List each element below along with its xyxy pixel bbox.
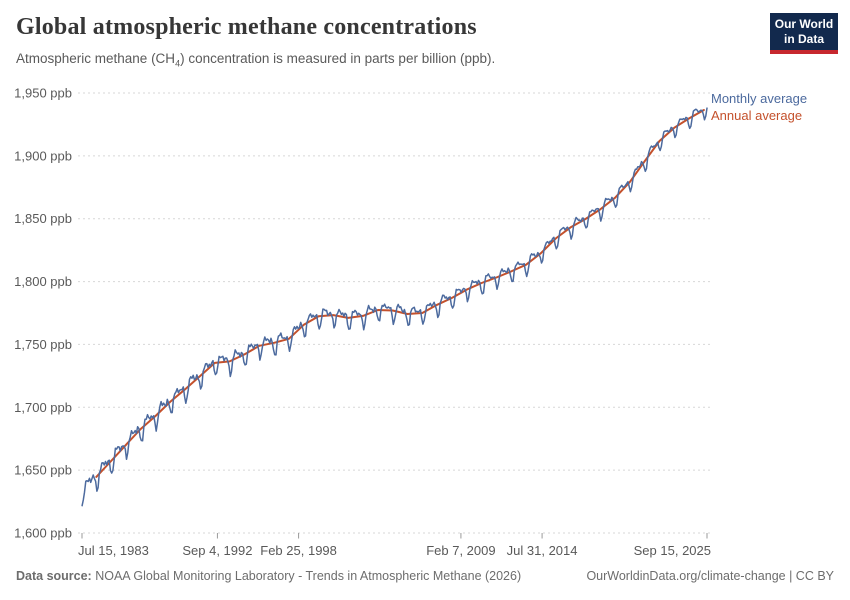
y-axis-tick-label: 1,700 ppb [14,400,72,415]
monthly-average-line [81,107,708,507]
x-axis-tick-label: Sep 15, 2025 [634,543,711,558]
legend-item-annual-average[interactable]: Annual average [711,108,803,123]
y-axis-tick-label: 1,950 ppb [14,86,72,101]
chart-subtitle: Atmospheric methane (CH4) concentration … [16,51,495,69]
page-title: Global atmospheric methane concentration… [16,14,477,40]
owid-license-link[interactable]: OurWorldinData.org/climate-change | CC B… [586,569,834,583]
subtitle-text-suffix: ) concentration is measured in parts per… [180,51,496,66]
y-axis-tick-label: 1,800 ppb [14,274,72,289]
annual-average-line [95,109,705,478]
legend-item-monthly-average[interactable]: Monthly average [711,91,808,106]
chart-footer: Data source: NOAA Global Monitoring Labo… [16,569,834,583]
x-axis-tick-label: Sep 4, 1992 [182,543,252,558]
subtitle-text: Atmospheric methane (CH [16,51,176,66]
y-axis-tick-label: 1,750 ppb [14,337,72,352]
y-axis-tick-label: 1,850 ppb [14,211,72,226]
y-axis-tick-label: 1,650 ppb [14,463,72,478]
y-axis-tick-label: 1,900 ppb [14,148,72,163]
x-axis-tick-label: Feb 25, 1998 [260,543,337,558]
data-source-label: Data source: [16,569,92,583]
owid-logo[interactable]: Our World in Data [770,13,838,54]
subtitle-subscript: 4 [175,58,181,69]
data-source-note: Data source: NOAA Global Monitoring Labo… [16,569,521,583]
x-axis-tick-label: Jul 31, 2014 [507,543,578,558]
x-axis-tick-label: Feb 7, 2009 [426,543,495,558]
y-axis-tick-label: 1,600 ppb [14,526,72,541]
owid-logo-text: Our World in Data [774,17,834,46]
data-source-text: NOAA Global Monitoring Laboratory - Tren… [95,569,522,583]
x-axis-tick-label: Jul 15, 1983 [78,543,149,558]
